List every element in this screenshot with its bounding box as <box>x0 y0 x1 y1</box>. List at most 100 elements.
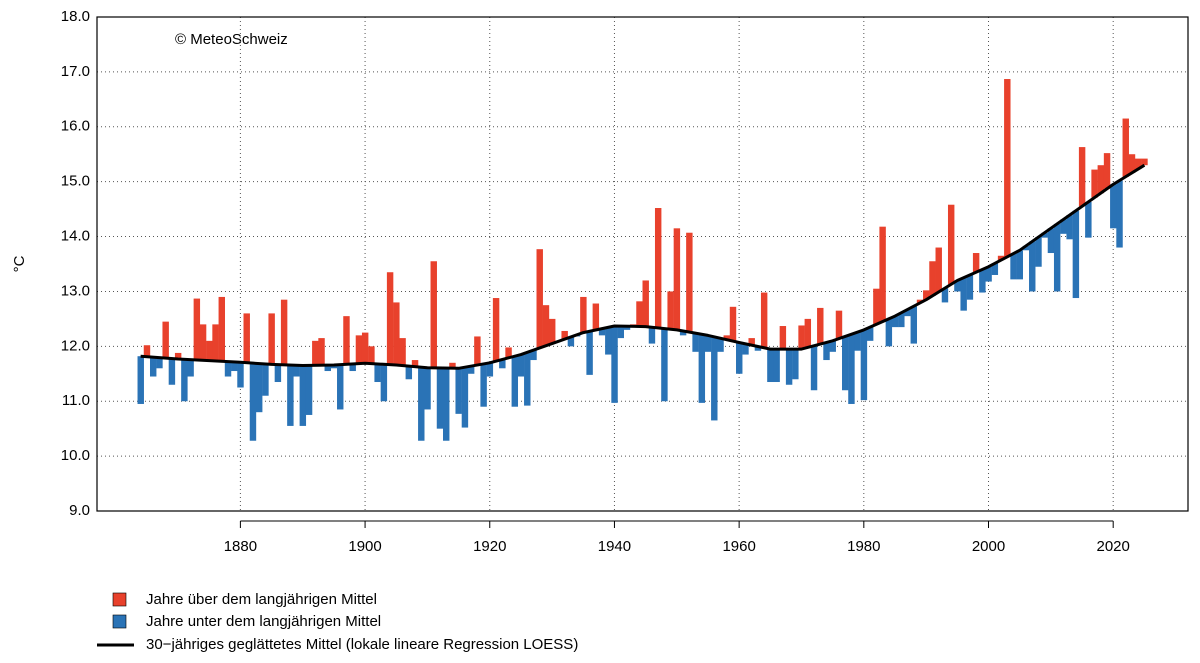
bar <box>1122 118 1129 177</box>
bar <box>1085 201 1092 238</box>
bar <box>985 266 992 282</box>
bar <box>810 345 818 391</box>
bar <box>561 330 568 340</box>
bar <box>1016 250 1023 280</box>
bar <box>1110 184 1117 229</box>
bar <box>312 340 319 366</box>
bar <box>237 362 244 388</box>
y-tick-label: 10.0 <box>61 447 90 464</box>
y-tick-label: 16.0 <box>61 118 90 135</box>
bar <box>324 365 331 372</box>
y-tick-label: 18.0 <box>61 8 90 25</box>
bar <box>686 232 693 333</box>
bar <box>293 365 300 377</box>
legend-swatch <box>112 614 127 629</box>
bar <box>767 349 774 383</box>
bar <box>1010 253 1017 280</box>
bar <box>592 303 600 330</box>
bar <box>885 318 893 347</box>
bar <box>929 261 936 296</box>
bar <box>492 298 500 362</box>
bar <box>823 342 830 361</box>
bar <box>742 343 749 355</box>
y-tick-label: 11.0 <box>62 392 90 409</box>
bar <box>280 299 288 365</box>
bar <box>698 334 706 403</box>
bar <box>692 333 699 352</box>
bar <box>636 301 643 327</box>
bar <box>1047 228 1055 254</box>
y-tick-label: 9.0 <box>69 502 90 519</box>
bar <box>418 367 425 441</box>
bar <box>654 208 662 328</box>
bar <box>779 326 787 350</box>
legend-swatch <box>112 592 127 607</box>
x-tick-label: 1900 <box>348 538 381 555</box>
bar <box>1072 210 1080 299</box>
legend-label: Jahre unter dem langjährigen Mittel <box>146 613 381 630</box>
bar <box>467 366 475 374</box>
bar <box>667 291 674 330</box>
bar <box>1035 237 1042 267</box>
bar <box>262 364 269 396</box>
bar <box>218 296 226 362</box>
bar <box>524 352 531 406</box>
bar <box>848 334 855 404</box>
bar <box>224 361 232 377</box>
bar <box>330 364 338 369</box>
bar <box>736 342 743 374</box>
bar <box>723 335 730 340</box>
bar <box>623 326 631 330</box>
bar <box>773 349 780 383</box>
bar <box>349 364 356 372</box>
bar <box>860 329 868 401</box>
bar <box>505 347 512 358</box>
bar <box>305 365 313 415</box>
bar <box>891 316 899 328</box>
bar <box>536 249 543 348</box>
y-tick-label: 13.0 <box>61 282 90 299</box>
annotation: © MeteoSchweiz <box>175 31 288 48</box>
bar <box>1078 147 1086 207</box>
bar <box>337 364 344 410</box>
bar <box>1029 241 1036 292</box>
bar <box>343 316 350 365</box>
bar <box>586 331 593 375</box>
bar <box>1022 245 1030 251</box>
bar <box>511 356 519 407</box>
x-tick-label: 2020 <box>1097 538 1130 555</box>
y-tick-label: 12.0 <box>61 337 90 354</box>
bar <box>436 367 444 429</box>
bar <box>243 313 250 363</box>
y-tick-label: 14.0 <box>61 228 90 245</box>
bar <box>935 247 942 292</box>
bar <box>854 332 861 351</box>
bar <box>1141 158 1148 166</box>
bar <box>530 350 537 361</box>
x-tick-label: 1960 <box>722 538 755 555</box>
bar <box>798 325 805 350</box>
bar <box>1041 232 1048 238</box>
plot-frame <box>96 16 1189 512</box>
bar <box>704 335 712 352</box>
bar <box>548 318 556 344</box>
y-tick-label: 15.0 <box>61 173 90 190</box>
bar <box>898 312 905 328</box>
bar <box>199 324 207 361</box>
x-tick-label: 1880 <box>224 538 257 555</box>
bar <box>443 368 450 441</box>
bar <box>954 280 961 292</box>
bar <box>835 310 843 339</box>
bar <box>486 362 494 377</box>
bar <box>430 261 437 368</box>
bar <box>617 326 624 339</box>
bar <box>449 362 456 369</box>
bar <box>542 305 550 346</box>
bar <box>474 336 481 365</box>
bar <box>368 346 375 364</box>
bar <box>268 313 275 365</box>
bar <box>318 338 325 366</box>
bar <box>580 296 587 333</box>
bar <box>879 226 886 322</box>
